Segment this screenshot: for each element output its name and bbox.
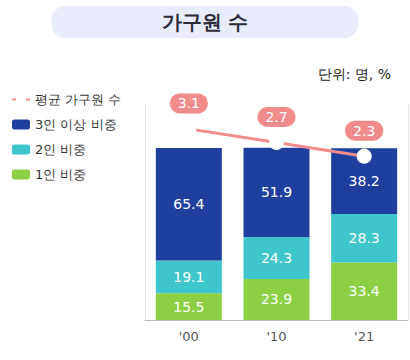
svg-text:2.3: 2.3: [353, 123, 375, 139]
svg-text:평균 가구원 수: 평균 가구원 수: [35, 92, 121, 107]
svg-text:1인 비중: 1인 비중: [35, 167, 86, 182]
svg-text:'00: '00: [179, 329, 199, 344]
svg-text:가구원 수: 가구원 수: [162, 10, 249, 34]
svg-text:3.1: 3.1: [178, 95, 200, 111]
svg-text:단위: 명, %: 단위: 명, %: [318, 66, 391, 82]
svg-text:24.3: 24.3: [261, 250, 292, 266]
svg-text:'21: '21: [354, 329, 374, 344]
svg-text:15.5: 15.5: [173, 299, 204, 315]
svg-text:2인 비중: 2인 비중: [35, 142, 86, 157]
svg-text:19.1: 19.1: [173, 269, 204, 285]
svg-text:51.9: 51.9: [261, 184, 292, 200]
svg-text:33.4: 33.4: [349, 283, 380, 299]
svg-text:'10: '10: [266, 329, 286, 344]
svg-text:3인 이상 비중: 3인 이상 비중: [35, 117, 117, 132]
svg-text:65.4: 65.4: [173, 196, 204, 212]
svg-text:2.7: 2.7: [265, 109, 287, 125]
svg-text:38.2: 38.2: [349, 173, 380, 189]
svg-text:23.9: 23.9: [261, 291, 292, 307]
svg-text:28.3: 28.3: [349, 230, 380, 246]
